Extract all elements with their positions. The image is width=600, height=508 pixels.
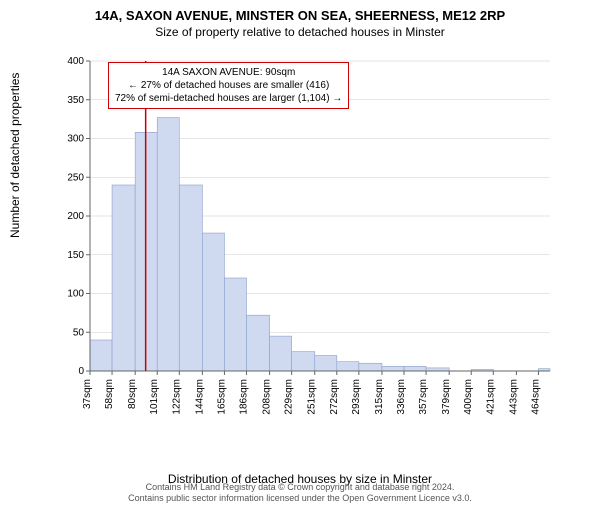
svg-text:100: 100 xyxy=(67,289,84,300)
page-title: 14A, SAXON AVENUE, MINSTER ON SEA, SHEER… xyxy=(0,8,600,23)
svg-text:272sqm: 272sqm xyxy=(329,379,340,415)
svg-text:464sqm: 464sqm xyxy=(530,379,541,415)
svg-text:37sqm: 37sqm xyxy=(82,379,93,409)
svg-text:58sqm: 58sqm xyxy=(104,379,115,409)
svg-text:400: 400 xyxy=(67,56,84,67)
svg-text:150: 150 xyxy=(67,250,84,261)
chart-area: 0 50 100 150 200 250 300 350 400 37sqm 58sqm 80sqm 1… xyxy=(60,56,560,426)
svg-text:186sqm: 186sqm xyxy=(238,379,249,415)
annotation-line-1: 14A SAXON AVENUE: 90sqm xyxy=(115,66,342,79)
svg-text:300: 300 xyxy=(67,134,84,145)
annotation-line-3: 72% of semi-detached houses are larger (… xyxy=(115,92,342,105)
histogram-plot: 0 50 100 150 200 250 300 350 400 37sqm 58sqm 80sqm 1… xyxy=(60,56,560,426)
svg-text:144sqm: 144sqm xyxy=(194,379,205,415)
svg-text:400sqm: 400sqm xyxy=(463,379,474,415)
svg-text:379sqm: 379sqm xyxy=(441,379,452,415)
footer-line-1: Contains HM Land Registry data © Crown c… xyxy=(0,482,600,493)
annotation-box: 14A SAXON AVENUE: 90sqm ← 27% of detache… xyxy=(108,62,349,109)
footer-line-2: Contains public sector information licen… xyxy=(0,493,600,504)
footer-attribution: Contains HM Land Registry data © Crown c… xyxy=(0,482,600,504)
svg-text:0: 0 xyxy=(78,366,84,377)
svg-text:315sqm: 315sqm xyxy=(374,379,385,415)
annotation-line-2: ← 27% of detached houses are smaller (41… xyxy=(115,79,342,92)
svg-text:229sqm: 229sqm xyxy=(284,379,295,415)
svg-text:208sqm: 208sqm xyxy=(262,379,273,415)
svg-text:101sqm: 101sqm xyxy=(149,379,160,415)
svg-text:421sqm: 421sqm xyxy=(485,379,496,415)
svg-text:80sqm: 80sqm xyxy=(127,379,138,409)
svg-text:50: 50 xyxy=(73,327,85,338)
svg-text:293sqm: 293sqm xyxy=(351,379,362,415)
svg-text:200: 200 xyxy=(67,211,84,222)
y-axis-label: Number of detached properties xyxy=(8,73,22,238)
svg-text:250: 250 xyxy=(67,172,84,183)
svg-text:122sqm: 122sqm xyxy=(171,379,182,415)
svg-text:165sqm: 165sqm xyxy=(216,379,227,415)
svg-text:443sqm: 443sqm xyxy=(508,379,519,415)
svg-text:251sqm: 251sqm xyxy=(307,379,318,415)
svg-text:357sqm: 357sqm xyxy=(418,379,429,415)
svg-text:336sqm: 336sqm xyxy=(396,379,407,415)
svg-text:350: 350 xyxy=(67,95,84,106)
page-subtitle: Size of property relative to detached ho… xyxy=(0,25,600,39)
